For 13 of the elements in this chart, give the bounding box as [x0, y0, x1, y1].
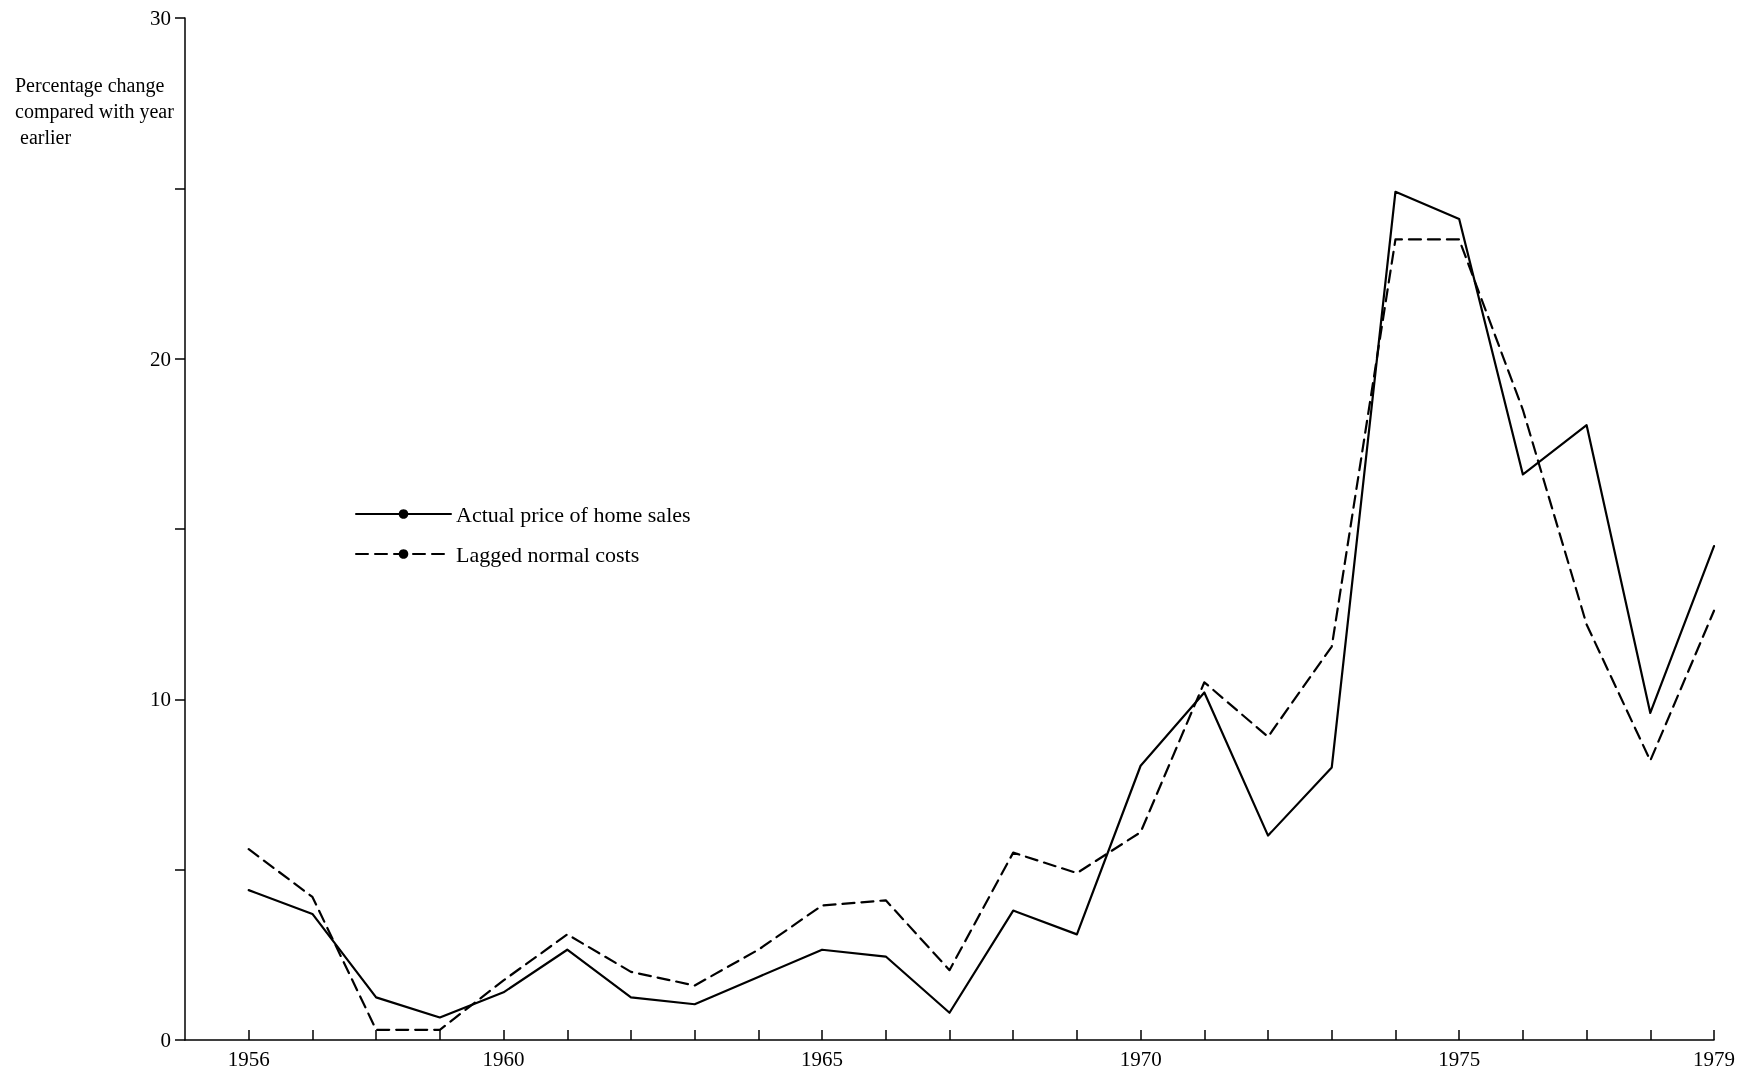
- legend-label: Actual price of home sales: [456, 501, 691, 527]
- y-tick-label: 30: [150, 6, 171, 30]
- x-tick-label: 1956: [227, 1046, 270, 1071]
- y-tick-label: 0: [160, 1028, 171, 1052]
- legend-label: Lagged normal costs: [456, 541, 640, 567]
- x-tick-label: 1975: [1438, 1046, 1481, 1071]
- y-tick-label: 20: [150, 346, 171, 371]
- y-axis-title: Percentage change compared with year earlier: [15, 74, 175, 148]
- x-tick-label: 1960: [482, 1046, 525, 1071]
- y-tick-label: 10: [150, 687, 171, 712]
- x-tick-label: 1965: [801, 1046, 844, 1071]
- x-tick-label: 1979: [1693, 1046, 1735, 1071]
- x-tick-label: 1970: [1119, 1046, 1162, 1071]
